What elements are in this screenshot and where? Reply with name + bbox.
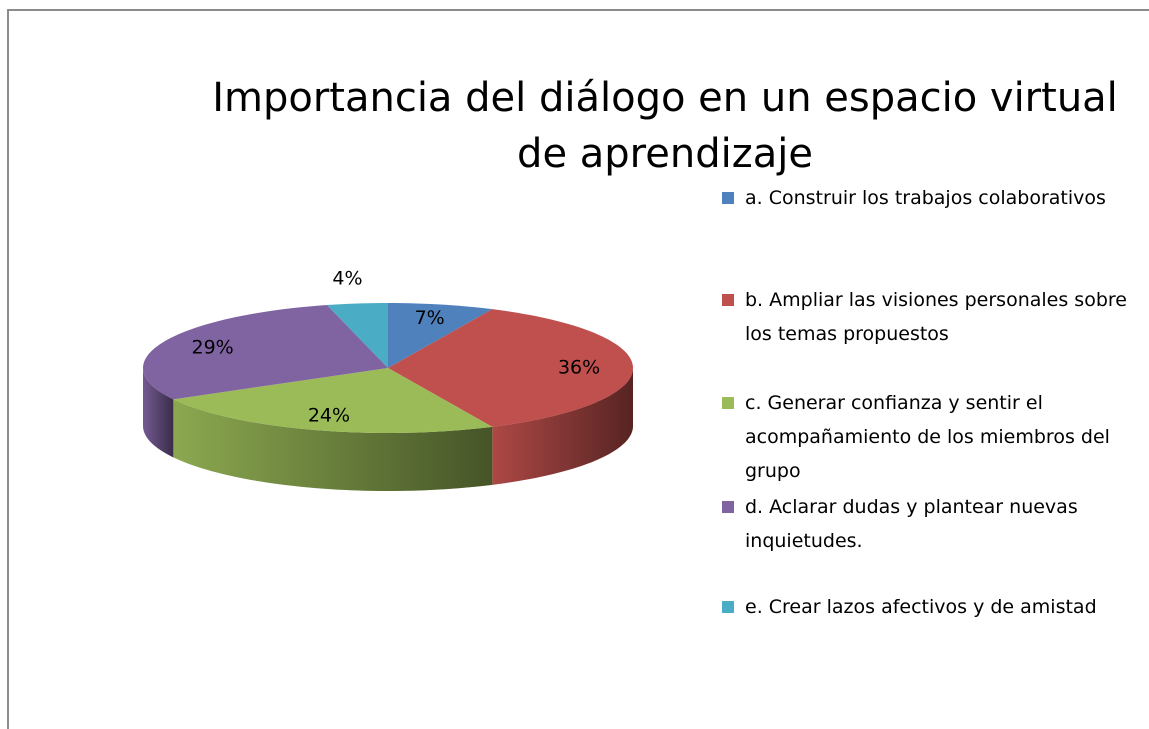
data-label: 7% xyxy=(415,307,445,329)
slice xyxy=(388,309,633,427)
slice-side-shade xyxy=(173,399,493,491)
legend-swatch xyxy=(722,294,734,306)
slice-side-shade xyxy=(492,368,633,485)
legend-item: e. Crear lazos afectivos y de amistad xyxy=(722,590,1142,624)
chart-frame xyxy=(7,9,1149,729)
data-label: 36% xyxy=(558,357,600,379)
legend-label: c. Generar confianza y sentir el acompañ… xyxy=(745,392,1110,482)
legend-item: c. Generar confianza y sentir el acompañ… xyxy=(722,386,1142,488)
page: Importancia del diálogo en un espacio vi… xyxy=(7,9,1149,729)
legend-swatch xyxy=(722,397,734,409)
legend-item: a. Construir los trabajos colaborativos xyxy=(722,181,1142,215)
legend-swatch xyxy=(722,192,734,204)
legend-label: a. Construir los trabajos colaborativos xyxy=(745,187,1106,209)
slice xyxy=(327,303,388,368)
legend-swatch xyxy=(722,601,734,613)
legend-swatch xyxy=(722,501,734,513)
slice-side-shade xyxy=(143,368,174,458)
legend-item: b. Ampliar las visiones personales sobre… xyxy=(722,283,1142,351)
chart-title: Importancia del diálogo en un espacio vi… xyxy=(212,75,1118,177)
legend-label: e. Crear lazos afectivos y de amistad xyxy=(745,596,1097,618)
chart: 7% 36% 24% 29% 4% xyxy=(143,267,633,491)
slice xyxy=(388,303,493,368)
slice xyxy=(173,368,493,433)
legend-label: b. Ampliar las visiones personales sobre… xyxy=(745,289,1127,345)
data-label: 29% xyxy=(191,336,233,358)
data-label: 24% xyxy=(308,405,350,427)
legend-item: d. Aclarar dudas y plantear nuevas inqui… xyxy=(722,490,1142,558)
data-label: 4% xyxy=(332,267,362,289)
slice xyxy=(143,305,388,400)
legend-label: d. Aclarar dudas y plantear nuevas inqui… xyxy=(745,496,1078,552)
